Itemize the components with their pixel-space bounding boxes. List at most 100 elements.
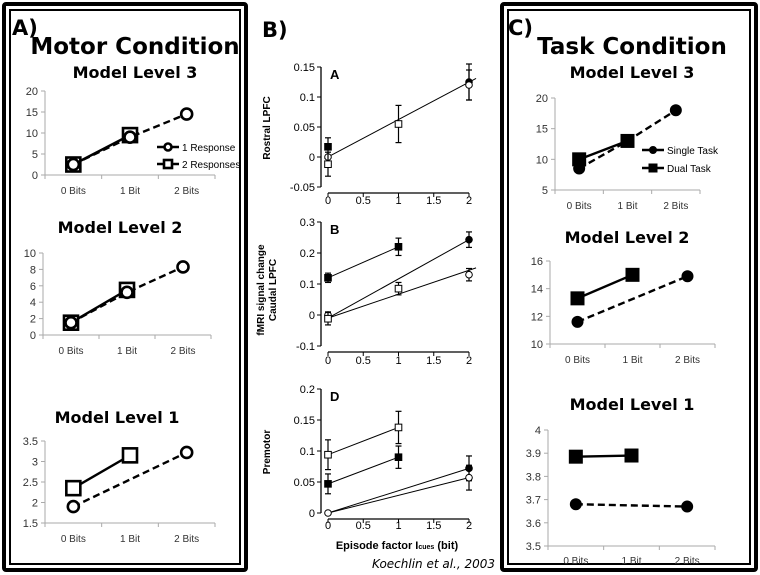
x-tick-label: 2 Bits — [174, 534, 199, 545]
y-tick-label: 16 — [531, 256, 543, 268]
open-circle-marker — [179, 445, 194, 460]
fit-line — [324, 77, 477, 160]
y-tick-label: 8 — [30, 264, 36, 276]
x-tick-label: 0 Bits — [565, 355, 590, 366]
open-circle-marker — [64, 315, 78, 330]
y-tick-label: 20 — [26, 86, 38, 98]
chart-a2: 0 2 4 6 8 10 0 Bits 1 Bit 2 Bits — [24, 248, 212, 357]
legend-label: Dual Task — [667, 164, 712, 175]
y-tick-label: 10 — [536, 154, 548, 166]
filled-square-marker — [568, 449, 583, 464]
series-line — [70, 288, 128, 324]
chart-c3: 5 10 15 20 0 Bits 1 Bit 2 Bits Single Task Dual … — [536, 93, 719, 212]
fit-line — [327, 477, 470, 514]
filled-square-marker — [324, 480, 332, 488]
y-tick-label: 3.7 — [526, 495, 541, 507]
open-square-marker — [394, 120, 403, 128]
y-tick-label: -0.1 — [296, 341, 315, 353]
chart-c1-title: Model Level 1 — [569, 395, 695, 414]
y-tick-label: -0.05 — [290, 182, 315, 194]
y-tick-label: 3.8 — [526, 471, 541, 483]
y-tick-label: 10 — [26, 128, 38, 140]
y-tick-label: 4 — [30, 297, 36, 309]
y-tick-label: 0.15 — [294, 415, 315, 427]
filled-circle-marker — [681, 270, 694, 283]
open-square-marker — [394, 284, 403, 293]
x-tick-label: 1.5 — [426, 195, 441, 207]
open-circle-marker — [66, 499, 81, 514]
open-circle-marker — [123, 130, 137, 144]
y-tick-label: 10 — [24, 248, 36, 260]
x-tick-label: 1 Bit — [622, 355, 642, 366]
y-tick-label: 0.3 — [300, 217, 315, 229]
filled-square-marker — [570, 291, 585, 306]
filled-circle-marker — [465, 235, 473, 244]
chart-a1-title: Model Level 1 — [54, 408, 180, 427]
y-tick-label: 4 — [535, 425, 541, 437]
y-tick-label: 2.5 — [23, 477, 38, 489]
y-tick-label: 0 — [309, 310, 315, 322]
fit-line — [327, 246, 399, 279]
open-circle-marker — [179, 107, 194, 121]
series-line — [575, 454, 632, 458]
series-line — [575, 503, 688, 508]
series-line — [578, 139, 628, 161]
y-tick-label: 3.5 — [526, 541, 541, 553]
subplot-letter: D — [330, 389, 339, 404]
chart-a3-title: Model Level 3 — [72, 63, 198, 82]
x-tick-label: 1 — [395, 520, 401, 532]
y-tick-label: 0.2 — [300, 248, 315, 260]
fit-line — [327, 239, 470, 319]
x-tick-label: 1.5 — [426, 520, 441, 532]
x-tick-label: 2 Bits — [663, 201, 688, 212]
panel-a-title: Motor Condition — [30, 34, 240, 60]
x-tick-label: 1 Bit — [117, 346, 137, 357]
y-tick-label: 10 — [531, 339, 543, 351]
open-square-marker — [324, 314, 332, 323]
y-tick-label: 0.1 — [300, 92, 315, 104]
open-square-marker — [121, 447, 139, 464]
panel-a-frame — [2, 2, 248, 572]
open-circle-marker — [465, 473, 473, 482]
filled-circle-marker — [621, 134, 634, 147]
panel-b-label: B) — [262, 18, 288, 42]
x-tick-label: 0 Bits — [61, 186, 86, 197]
series-line — [72, 451, 188, 508]
citation: Koechlin et al., 2003 — [372, 557, 496, 571]
y-tick-label: 15 — [26, 107, 38, 119]
open-circle-marker — [163, 142, 173, 152]
chart-c3-title: Model Level 3 — [569, 63, 695, 82]
y-tick-label: 5 — [542, 185, 548, 197]
filled-circle-marker — [571, 315, 584, 328]
open-circle-marker — [465, 270, 473, 279]
open-square-marker — [394, 423, 403, 432]
open-circle-marker — [66, 157, 81, 172]
y-tick-label: 3 — [32, 457, 38, 469]
series-line — [70, 265, 184, 324]
chart-a1: 1.5 2 2.5 3 3.5 0 Bits 1 Bit 2 Bits — [23, 436, 216, 545]
x-tick-label: 1 Bit — [120, 534, 140, 545]
series-line — [72, 454, 131, 490]
x-tick-label: 2 Bits — [675, 355, 700, 366]
chart-ba: -0.05 0 0.05 0.1 0.15 0 0.5 1 1.5 2 A — [290, 62, 477, 207]
x-tick-label: 1 Bit — [120, 186, 140, 197]
filled-circle-marker — [569, 498, 582, 511]
y-tick-label: 0.1 — [300, 279, 315, 291]
x-tick-label: 2 Bits — [170, 346, 195, 357]
y-tick-label: 0.2 — [300, 384, 315, 396]
y-tick-label: 0 — [32, 170, 38, 182]
panel-c-title: Task Condition — [537, 34, 727, 60]
y-tick-label: 0.15 — [294, 62, 315, 74]
open-square-marker — [324, 160, 332, 168]
filled-square-marker — [625, 267, 640, 282]
filled-square-marker — [648, 163, 658, 173]
x-tick-label: 2 Bits — [675, 556, 700, 567]
series-line — [577, 273, 633, 300]
legend-label: Single Task — [667, 146, 719, 157]
fit-line — [327, 467, 470, 514]
open-circle-marker — [465, 81, 473, 89]
filled-square-marker — [324, 143, 332, 151]
panel-c-label: C) — [508, 16, 534, 40]
y-tick-label: 3.5 — [23, 436, 38, 448]
